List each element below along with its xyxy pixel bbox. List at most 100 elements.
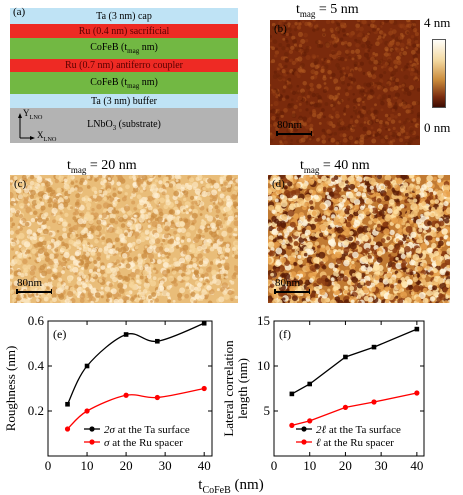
x-axis-common-label: tCoFeB (nm) (198, 477, 263, 495)
y-tick-label: 15 (257, 313, 270, 328)
afm-b-title: tmag = 5 nm (296, 2, 359, 19)
layer-6: LNbO3 (substrate) (10, 108, 238, 143)
layer-label: CoFeB (tmag nm) (90, 42, 158, 55)
scale-bar-tick (16, 289, 18, 294)
scale-bar-tick (276, 131, 278, 136)
legend-marker (301, 426, 307, 432)
scale-bar-label: 80nm (17, 277, 43, 289)
afm-texture (270, 20, 420, 145)
legend-marker (89, 439, 95, 445)
afm-title-text: tmag = 20 nm (67, 158, 137, 175)
layer-stack-diagram: Ta (3 nm) cap Ru (0.4 nm) sacrificial CoFe… (10, 6, 238, 143)
afm-panel-label: (b) (274, 23, 287, 35)
y-tick-label: 5 (264, 403, 271, 418)
x-tick-label: 40 (410, 458, 423, 473)
data-point (307, 418, 313, 424)
chart-f: 0 10 20 30 40 5 10 15 (f) Lateral correlation leng… (221, 313, 425, 473)
layer-1: Ru (0.4 nm) sacrificial (10, 24, 238, 38)
data-point (414, 326, 420, 332)
layer-0: Ta (3 nm) cap (10, 8, 238, 24)
colorbar-max-label: 4 nm (424, 15, 451, 30)
data-point (65, 401, 70, 407)
legend-marker (301, 439, 307, 445)
x-tick-label: 10 (303, 458, 316, 473)
scale-bar (274, 291, 310, 293)
y-axis-label: Roughness (nm) (3, 346, 18, 432)
plot-frame (273, 320, 425, 457)
afm-texture (268, 175, 450, 303)
data-point (123, 332, 129, 337)
x-tick-label: 0 (271, 458, 278, 473)
layer-3: Ru (0.7 nm) antiferro coupler (10, 59, 238, 72)
y-tick-label: 0.4 (28, 358, 45, 373)
y-tick-label: 0.6 (28, 313, 45, 328)
scale-bar (16, 291, 52, 293)
x-tick-label: 20 (120, 458, 133, 473)
crystal-axes-icon (18, 113, 35, 140)
legend-marker (89, 426, 95, 432)
y-axis-label-line2: length (nm) (235, 358, 250, 419)
legend-entry: 2σ at the Ta surface (104, 424, 190, 436)
data-point (155, 338, 160, 344)
chart-e: 0 10 20 30 40 0.2 0.4 0.6 (e) Roughness (nm) 2σ at… (3, 313, 213, 473)
afm-panel-label: (c) (14, 178, 27, 190)
y-axis-label-line1: Lateral correlation (221, 340, 236, 437)
scale-bar-tick (310, 131, 312, 136)
x-tick-label: 30 (375, 458, 388, 473)
data-point (201, 320, 207, 326)
legend-entry: σ at the Ru spacer (104, 437, 183, 449)
colorbar-min-label: 0 nm (424, 120, 451, 135)
layer-label: Ru (0.4 nm) sacrificial (78, 25, 170, 37)
layer-label: CoFeB (tmag nm) (90, 76, 158, 90)
afm-title-text: tmag = 5 nm (296, 2, 359, 19)
y-axis-label: YLNO (23, 108, 43, 121)
afm-panel-label: (d) (272, 178, 285, 190)
scale-bar-label: 80nm (277, 119, 303, 131)
y-tick-label: 10 (257, 358, 270, 373)
scale-bar-tick (274, 289, 276, 294)
layer-5: Ta (3 nm) buffer (10, 94, 238, 108)
roughness-correlation-charts: 0 10 20 30 40 0.2 0.4 0.6 (e) Roughness (nm) 2σ at… (3, 313, 425, 495)
panel-label: (e) (53, 327, 66, 341)
layer-label: LNbO3 (substrate) (87, 119, 161, 132)
afm-image-c: (c) 80nm (10, 175, 238, 303)
x-axis-label: XLNO (37, 130, 57, 143)
layer-label: Ta (3 nm) buffer (90, 95, 158, 107)
afm-image-d: (d) 80nm (268, 175, 450, 303)
scale-bar-label: 80nm (275, 277, 301, 289)
scale-bar (276, 133, 312, 135)
x-tick-label: 0 (45, 458, 52, 473)
data-point (154, 394, 160, 401)
data-point (84, 363, 90, 369)
legend-entry: 2ℓ at the Ta surface (316, 424, 401, 436)
panel-label: (f) (279, 327, 291, 341)
data-point (371, 399, 377, 405)
afm-image-b: (b) 80nm (270, 20, 420, 145)
afm-title-text: tmag = 40 nm (300, 158, 370, 175)
data-point (307, 381, 313, 387)
data-point (64, 426, 71, 432)
layer-4: CoFeB (tmag nm) (10, 72, 238, 94)
panel-a-label: (a) (13, 6, 26, 18)
x-tick-label: 30 (159, 458, 172, 473)
data-point (123, 392, 129, 398)
data-point (289, 422, 295, 428)
layer-label: Ru (0.7 nm) antiferro coupler (64, 60, 184, 71)
y-tick-label: 0.2 (28, 403, 44, 418)
afm-c-title: tmag = 20 nm (67, 158, 137, 175)
height-colorbar (432, 39, 446, 108)
scale-bar-tick (50, 289, 52, 294)
data-point (343, 354, 348, 360)
data-point (371, 344, 377, 350)
legend-entry: ℓ at the Ru spacer (316, 437, 394, 449)
afm-texture (10, 175, 238, 303)
data-point (414, 390, 420, 396)
data-point (84, 408, 90, 414)
x-tick-label: 20 (339, 458, 352, 473)
x-tick-label: 40 (198, 458, 211, 473)
data-point (289, 391, 295, 397)
afm-d-title: tmag = 40 nm (300, 158, 370, 175)
scale-bar-tick (308, 289, 310, 294)
data-point (342, 404, 349, 410)
layer-label: Ta (3 nm) cap (96, 10, 152, 22)
